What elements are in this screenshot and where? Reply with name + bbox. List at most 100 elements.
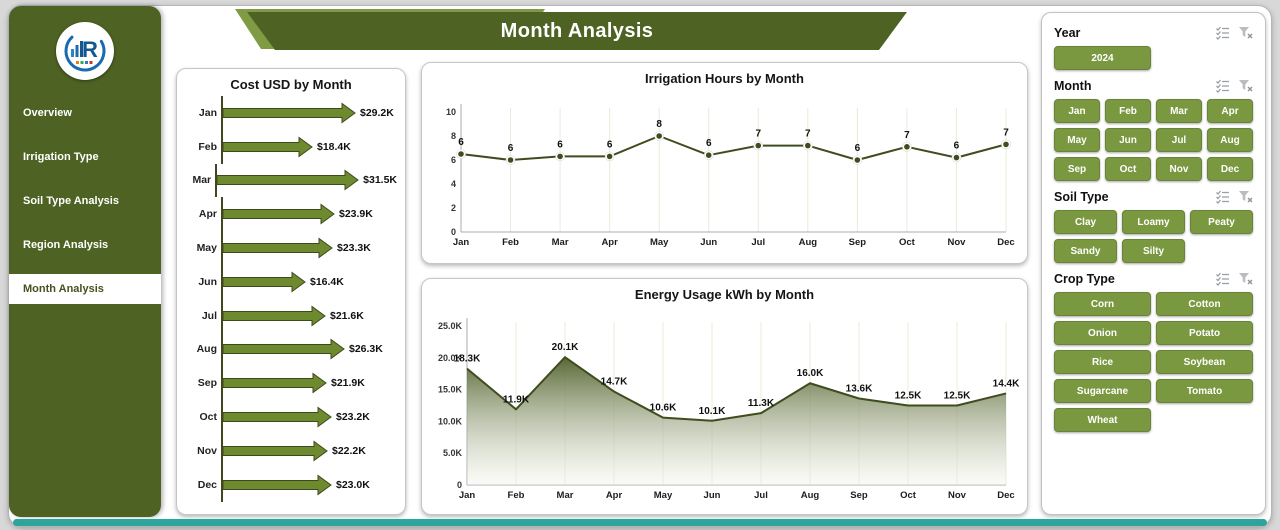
- clear-filter-icon[interactable]: [1238, 189, 1253, 204]
- cost-arrow-bar: [222, 136, 313, 158]
- svg-text:2: 2: [451, 203, 456, 213]
- slicer-option-mar[interactable]: Mar: [1156, 99, 1202, 123]
- slicer-option-potato[interactable]: Potato: [1156, 321, 1253, 345]
- slicer-option-jun[interactable]: Jun: [1105, 128, 1151, 152]
- bar-track: $23.2K: [221, 400, 397, 434]
- slicer-option-tomato[interactable]: Tomato: [1156, 379, 1253, 403]
- slicer-option-soybean[interactable]: Soybean: [1156, 350, 1253, 374]
- svg-text:0: 0: [457, 480, 462, 490]
- data-point-marker: [1003, 141, 1009, 148]
- multi-select-icon[interactable]: [1215, 271, 1230, 286]
- slicer-option-2024[interactable]: 2024: [1054, 46, 1151, 70]
- slicer-option-jul[interactable]: Jul: [1156, 128, 1202, 152]
- bar-value-label: $21.6K: [330, 309, 364, 322]
- svg-text:Dec: Dec: [997, 490, 1014, 501]
- slicer-option-onion[interactable]: Onion: [1054, 321, 1151, 345]
- sidebar-item-region-analysis[interactable]: Region Analysis: [23, 239, 109, 251]
- svg-text:7: 7: [805, 129, 811, 140]
- svg-text:13.6K: 13.6K: [846, 384, 873, 395]
- svg-text:Jul: Jul: [751, 237, 765, 248]
- slicer-option-sugarcane[interactable]: Sugarcane: [1054, 379, 1151, 403]
- svg-text:12.5K: 12.5K: [944, 391, 971, 402]
- bar-value-label: $26.3K: [349, 343, 383, 356]
- page-title: Month Analysis: [500, 19, 654, 42]
- bar-track: $21.9K: [221, 366, 397, 401]
- slicer-option-feb[interactable]: Feb: [1105, 99, 1151, 123]
- clear-filter-icon[interactable]: [1238, 25, 1253, 40]
- svg-text:7: 7: [904, 130, 910, 141]
- bar-row: Oct $23.2K: [185, 400, 397, 434]
- svg-text:0: 0: [451, 227, 456, 237]
- sidebar: R Overview Irrigation Type Soil Type Ana…: [9, 6, 161, 517]
- energy-usage-chart: 0 5.0K 10.0K 15.0K 20.0K 25.0K Jan Feb Mar Apr May…: [438, 318, 1020, 501]
- svg-text:10.0K: 10.0K: [438, 416, 463, 426]
- svg-text:7: 7: [1003, 127, 1009, 138]
- bar-row: Nov $22.2K: [185, 433, 397, 468]
- slicer-option-sep[interactable]: Sep: [1054, 157, 1100, 181]
- slicer-option-dec[interactable]: Dec: [1207, 157, 1253, 181]
- cost-arrow-bar: [222, 338, 345, 360]
- slicer-option-rice[interactable]: Rice: [1054, 350, 1151, 374]
- cost-arrow-bar: [222, 440, 328, 462]
- slicer-option-aug[interactable]: Aug: [1207, 128, 1253, 152]
- cost-arrow-bar: [222, 271, 306, 293]
- bar-month-label: Nov: [197, 444, 217, 457]
- svg-text:May: May: [654, 490, 673, 501]
- svg-text:Oct: Oct: [899, 237, 916, 248]
- multi-select-icon[interactable]: [1215, 78, 1230, 93]
- svg-text:6: 6: [451, 155, 456, 165]
- slicer-option-silty[interactable]: Silty: [1122, 239, 1185, 263]
- slicer-option-clay[interactable]: Clay: [1054, 210, 1117, 234]
- slicer-option-wheat[interactable]: Wheat: [1054, 408, 1151, 432]
- multi-select-icon[interactable]: [1215, 25, 1230, 40]
- bar-track: $22.2K: [221, 433, 397, 468]
- sidebar-item-soil-type-analysis[interactable]: Soil Type Analysis: [23, 195, 119, 207]
- svg-text:15.0K: 15.0K: [438, 385, 463, 395]
- cost-bar-rows: Jan $29.2K Feb $18.4K Mar $31.5K Apr $23.9K May $…: [185, 96, 397, 502]
- slicer-option-nov[interactable]: Nov: [1156, 157, 1202, 181]
- slicer-option-peaty[interactable]: Peaty: [1190, 210, 1253, 234]
- bar-month-label: Apr: [198, 208, 217, 221]
- bar-track: $21.6K: [221, 298, 397, 333]
- slicer-option-oct[interactable]: Oct: [1105, 157, 1151, 181]
- svg-text:Jul: Jul: [754, 490, 768, 501]
- slicer-option-sandy[interactable]: Sandy: [1054, 239, 1117, 263]
- bar-track: $29.2K: [221, 96, 397, 130]
- bar-value-label: $23.0K: [336, 478, 370, 491]
- slicer-option-jan[interactable]: Jan: [1054, 99, 1100, 123]
- energy-usage-title: Energy Usage kWh by Month: [634, 287, 815, 302]
- bar-row: Jun $16.4K: [185, 264, 397, 299]
- clear-filter-icon[interactable]: [1238, 78, 1253, 93]
- irrigation-hours-title: Irrigation Hours by Month: [645, 71, 804, 86]
- svg-text:May: May: [650, 237, 669, 248]
- bar-month-label: Jun: [198, 275, 217, 288]
- bar-row: Feb $18.4K: [185, 129, 397, 164]
- slicer-title-year: Year: [1054, 25, 1081, 40]
- svg-text:Jun: Jun: [704, 490, 721, 501]
- logo-icon: R: [64, 30, 106, 72]
- bar-track: $18.4K: [221, 129, 397, 164]
- slicer-option-corn[interactable]: Corn: [1054, 292, 1151, 316]
- data-point-marker: [705, 152, 712, 158]
- data-point-marker: [854, 157, 861, 163]
- svg-text:4: 4: [451, 179, 456, 189]
- sidebar-item-overview[interactable]: Overview: [23, 107, 72, 119]
- slicer-option-cotton[interactable]: Cotton: [1156, 292, 1253, 316]
- svg-text:14.7K: 14.7K: [601, 377, 628, 388]
- svg-text:Sep: Sep: [850, 490, 868, 501]
- data-point-marker: [557, 153, 563, 160]
- svg-text:Jun: Jun: [700, 237, 717, 248]
- sidebar-item-irrigation-type[interactable]: Irrigation Type: [23, 151, 99, 163]
- slicer-options-soil-type: Clay Loamy Peaty Sandy Silty: [1054, 210, 1253, 263]
- slicer-header-crop-type: Crop Type: [1054, 271, 1253, 286]
- slicer-option-loamy[interactable]: Loamy: [1122, 210, 1185, 234]
- slicer-option-apr[interactable]: Apr: [1207, 99, 1253, 123]
- sidebar-item-month-analysis[interactable]: Month Analysis: [9, 274, 161, 304]
- svg-text:16.0K: 16.0K: [797, 368, 824, 379]
- clear-filter-icon[interactable]: [1238, 271, 1253, 286]
- multi-select-icon[interactable]: [1215, 189, 1230, 204]
- bar-track: $16.4K: [221, 264, 397, 299]
- slicer-option-may[interactable]: May: [1054, 128, 1100, 152]
- svg-text:Mar: Mar: [552, 237, 569, 248]
